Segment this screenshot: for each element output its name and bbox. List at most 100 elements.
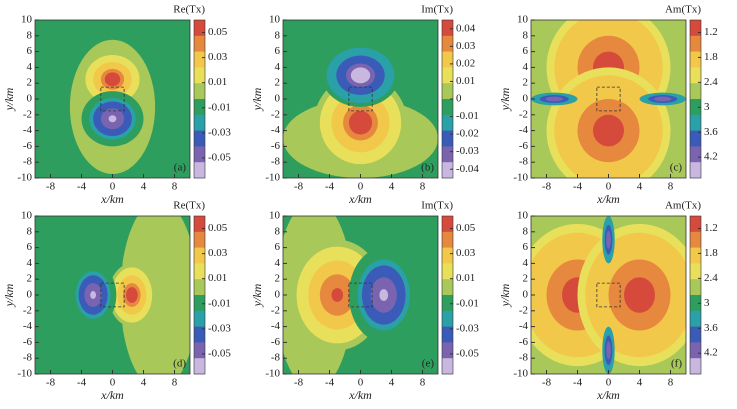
contour-band — [631, 286, 648, 304]
colorbar-tick-label: -0.03 — [208, 126, 231, 138]
x-axis-label: x/km — [596, 388, 620, 402]
colorbar-swatch — [194, 83, 205, 100]
colorbar-swatch — [442, 247, 453, 264]
y-tick-label: 10 — [21, 210, 33, 222]
y-axis-label: y/km — [498, 283, 512, 307]
y-tick-label: -4 — [23, 320, 33, 332]
x-tick-label: 4 — [389, 181, 395, 193]
colorbar-tick-label: -0.01 — [456, 110, 479, 122]
y-tick-label: -4 — [271, 124, 281, 136]
colorbar-swatch — [690, 326, 701, 343]
colorbar-swatch — [442, 358, 453, 375]
colorbar-tick-label: 3 — [704, 101, 710, 113]
x-tick-label: -8 — [294, 377, 304, 389]
y-tick-label: -10 — [513, 368, 528, 380]
source-box — [596, 86, 621, 112]
colorbar-swatch — [194, 130, 205, 147]
colorbar-swatch — [690, 279, 701, 296]
colorbar-swatch — [442, 216, 453, 233]
colorbar-swatch — [194, 216, 205, 233]
y-tick-label: 8 — [27, 29, 33, 41]
colorbar-swatch — [690, 67, 701, 84]
colorbar-swatch — [690, 263, 701, 280]
plot-area — [283, 20, 438, 178]
x-tick-label: 4 — [141, 377, 147, 389]
y-tick-label: 2 — [275, 77, 281, 89]
x-axis-label: x/km — [100, 192, 124, 206]
y-tick-label: -10 — [265, 172, 280, 184]
y-tick-label: -2 — [23, 108, 32, 120]
x-tick-label: 8 — [668, 377, 674, 389]
colorbar-tick-label: 0 — [456, 93, 462, 105]
y-tick-label: -2 — [271, 304, 280, 316]
y-tick-label: 0 — [523, 289, 529, 301]
y-tick-label: -10 — [265, 368, 280, 380]
panel-label: (e) — [422, 358, 435, 370]
y-axis-label: y/km — [498, 87, 512, 111]
colorbar-tick-label: -0.05 — [456, 347, 479, 359]
plot-area — [531, 216, 686, 374]
x-tick-label: 4 — [637, 181, 643, 193]
colorbar-tick-label: -0.03 — [456, 145, 479, 157]
colorbar-tick-label: 3.6 — [704, 322, 718, 334]
y-tick-label: -8 — [519, 156, 529, 168]
colorbar-swatch — [194, 51, 205, 68]
y-tick-label: -8 — [23, 156, 33, 168]
colorbar-swatch — [442, 326, 453, 343]
y-tick-label: -8 — [271, 352, 281, 364]
colorbar-swatch — [690, 216, 701, 233]
colorbar-tick-label: 0.04 — [456, 22, 476, 34]
x-tick-label: -8 — [542, 181, 552, 193]
colorbar-tick-label: 4.2 — [704, 347, 718, 359]
colorbar-frame — [193, 19, 206, 179]
colorbar-swatch — [690, 247, 701, 264]
source-box — [100, 282, 125, 308]
colorbar-tick-label: 2.4 — [704, 272, 718, 284]
y-tick-label: 6 — [275, 241, 281, 253]
x-tick-label: 8 — [172, 377, 178, 389]
colorbar-swatch — [442, 114, 453, 132]
colorbar-frame — [689, 215, 702, 375]
colorbar-swatch — [442, 67, 453, 84]
colorbar-tick-label: -0.03 — [456, 322, 479, 334]
colorbar-tick-label: -0.01 — [456, 297, 479, 309]
colorbar-swatch — [690, 342, 701, 359]
y-tick-label: 2 — [523, 77, 529, 89]
plot-area — [283, 216, 438, 374]
panel-label: (f) — [671, 358, 682, 370]
x-tick-label: 0 — [110, 181, 116, 193]
y-tick-label: 4 — [523, 61, 529, 73]
y-tick-label: 10 — [269, 210, 281, 222]
x-tick-label: 4 — [389, 377, 395, 389]
colorbar-tick-label: 4.2 — [704, 151, 718, 163]
colorbar-tick-label: 1.8 — [704, 247, 718, 259]
colorbar-title: Re(Tx) — [173, 4, 205, 16]
panel-label: (d) — [173, 358, 186, 370]
y-tick-label: 6 — [275, 45, 281, 57]
y-tick-label: 4 — [275, 257, 281, 269]
colorbar-swatch — [690, 358, 701, 375]
colorbar-tick-label: 0.05 — [208, 26, 228, 38]
contour-band — [108, 75, 117, 83]
source-box — [100, 86, 125, 112]
colorbar-tick-label: 0.02 — [456, 57, 475, 69]
y-axis-label: y/km — [2, 283, 16, 307]
y-tick-label: 2 — [275, 273, 281, 285]
colorbar-tick-label: -0.04 — [456, 163, 479, 175]
x-tick-label: 8 — [420, 377, 426, 389]
contour-band — [354, 116, 367, 129]
contour-band — [607, 236, 610, 243]
y-tick-label: 0 — [27, 93, 33, 105]
colorbar-title: Re(Tx) — [173, 200, 205, 212]
y-tick-label: 10 — [269, 14, 281, 26]
contour-band — [128, 291, 135, 299]
y-tick-label: 4 — [523, 257, 529, 269]
colorbar-swatch — [194, 358, 205, 375]
colorbar-tick-label: 0.05 — [208, 222, 228, 234]
contour-band — [659, 98, 666, 100]
y-tick-label: -8 — [23, 352, 33, 364]
colorbar-swatch — [194, 114, 205, 132]
y-tick-label: 6 — [523, 241, 529, 253]
colorbar-tick-label: 0.01 — [456, 75, 475, 87]
